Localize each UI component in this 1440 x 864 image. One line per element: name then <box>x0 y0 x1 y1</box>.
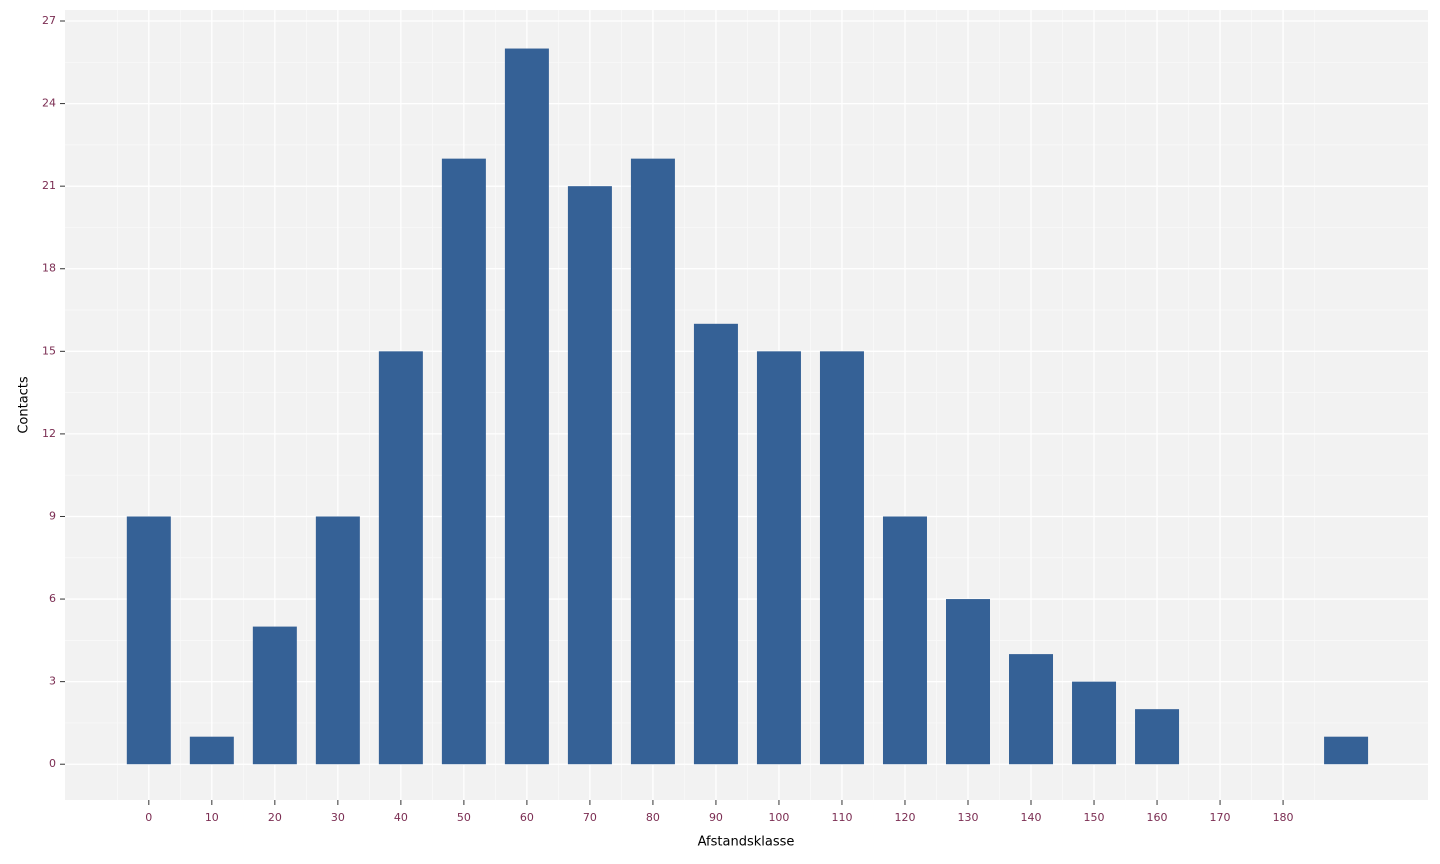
x-tick-label: 130 <box>957 811 978 824</box>
bar <box>1324 736 1369 765</box>
x-tick-label: 60 <box>520 811 534 824</box>
y-tick-label: 24 <box>42 97 56 110</box>
y-tick-label: 21 <box>42 179 56 192</box>
bar <box>567 186 612 765</box>
bar <box>756 351 801 765</box>
bar <box>693 323 738 765</box>
y-tick-label: 6 <box>49 592 56 605</box>
bar <box>630 158 675 765</box>
x-tick-label: 70 <box>583 811 597 824</box>
y-tick-label: 0 <box>49 757 56 770</box>
bar <box>504 48 549 765</box>
x-tick-label: 80 <box>646 811 660 824</box>
bars <box>126 48 1369 765</box>
x-tick-label: 10 <box>205 811 219 824</box>
x-tick-label: 40 <box>394 811 408 824</box>
x-tick-label: 110 <box>831 811 852 824</box>
bar <box>882 516 927 765</box>
x-tick-label: 140 <box>1021 811 1042 824</box>
y-tick-label: 18 <box>42 262 56 275</box>
y-tick-label: 3 <box>49 675 56 688</box>
bar <box>1135 709 1180 765</box>
x-tick-label: 150 <box>1084 811 1105 824</box>
y-axis-title: Contacts <box>17 376 32 434</box>
x-tick-label: 30 <box>331 811 345 824</box>
bar <box>126 516 171 765</box>
bar <box>189 736 234 765</box>
bar <box>378 351 423 765</box>
bar <box>945 599 990 765</box>
x-tick-label: 50 <box>457 811 471 824</box>
bar <box>441 158 486 765</box>
x-tick-label: 160 <box>1147 811 1168 824</box>
bar <box>315 516 360 765</box>
y-tick-label: 27 <box>42 14 56 27</box>
x-tick-label: 0 <box>145 811 152 824</box>
bar <box>1072 681 1117 765</box>
x-axis-title: Afstandsklasse <box>698 835 795 850</box>
x-tick-label: 170 <box>1210 811 1231 824</box>
x-tick-label: 90 <box>709 811 723 824</box>
y-tick-label: 15 <box>42 344 56 357</box>
x-tick-label: 100 <box>768 811 789 824</box>
x-tick-label: 120 <box>894 811 915 824</box>
bar <box>252 626 297 765</box>
bar <box>1009 654 1054 765</box>
y-tick-label: 12 <box>42 427 56 440</box>
bar <box>819 351 864 765</box>
y-tick-label: 9 <box>49 509 56 522</box>
x-tick-label: 180 <box>1273 811 1294 824</box>
x-tick-label: 20 <box>268 811 282 824</box>
